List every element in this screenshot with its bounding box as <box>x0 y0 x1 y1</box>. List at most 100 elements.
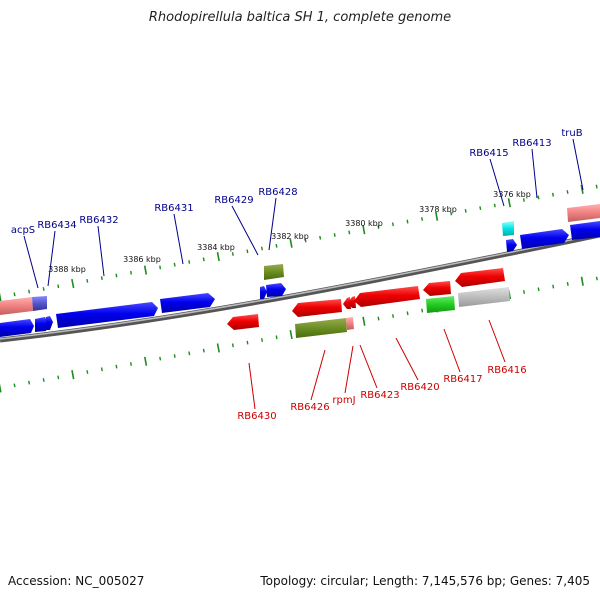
leader-acpS <box>23 235 39 289</box>
leader-rb6431 <box>173 213 184 265</box>
gene-red-reverse-1[interactable] <box>292 299 342 317</box>
gene-rb6429-forward[interactable] <box>260 286 267 299</box>
gene-blue-forward-1[interactable] <box>0 319 34 337</box>
gene-truB-forward[interactable] <box>570 221 600 240</box>
tick-mark <box>391 222 394 227</box>
gene-label-rb6430[interactable]: RB6430 <box>237 411 276 422</box>
tick-mark <box>595 276 598 281</box>
gene-label-rb6420[interactable]: RB6420 <box>400 382 439 393</box>
gene-small-red-1[interactable] <box>343 297 351 309</box>
map-title: Rhodopirellula baltica SH 1, complete ge… <box>148 10 452 25</box>
leader-rpmJ <box>344 345 354 394</box>
tick-mark <box>202 257 205 262</box>
gene-rb6415-forward[interactable] <box>506 239 517 252</box>
gene-rb6431-forward[interactable] <box>160 293 215 313</box>
gene-pink-left-forward[interactable] <box>0 297 33 315</box>
tick-mark <box>42 378 45 382</box>
gene-rb6413-forward[interactable] <box>520 229 569 249</box>
tick-mark <box>566 190 569 194</box>
leader-rb6430 <box>248 362 256 410</box>
gene-label-rb6417[interactable]: RB6417 <box>443 374 482 385</box>
gene-rb6430-reverse[interactable] <box>227 314 259 330</box>
tick-mark <box>348 230 351 235</box>
tick-mark <box>406 219 409 224</box>
gene-rb6417-green[interactable] <box>426 296 455 313</box>
tick-mark <box>260 246 263 251</box>
tick-mark <box>115 273 118 278</box>
reverse-strand-genes <box>227 268 510 338</box>
tick-mark <box>144 356 148 366</box>
gene-olive-forward[interactable] <box>264 264 284 280</box>
scale-labels: 3388 kbp 3386 kbp 3384 kbp 3382 kbp 3380… <box>48 190 531 274</box>
gene-label-rb6426[interactable]: RB6426 <box>290 402 329 413</box>
gene-small-red-2[interactable] <box>348 296 356 308</box>
leader-rb6423 <box>359 344 378 389</box>
gene-rpmJ-reverse[interactable] <box>346 317 354 330</box>
leader-rb6416 <box>488 319 506 363</box>
gene-label-rb6423[interactable]: RB6423 <box>360 390 399 401</box>
tick-mark <box>319 235 322 240</box>
leader-rb6417 <box>443 328 461 373</box>
accession-label: Accession: NC_005027 <box>8 574 145 588</box>
tick-mark <box>362 316 366 326</box>
forward-gene-labels: acpS RB6434 RB6432 RB6431 RB6429 RB6428 … <box>11 128 583 236</box>
tick-mark <box>522 198 525 202</box>
gene-label-rpmJ[interactable]: rpmJ <box>332 395 355 406</box>
scale-label-3384: 3384 kbp <box>197 243 235 252</box>
gene-rb6420-reverse[interactable] <box>423 281 451 296</box>
gene-slate-forward[interactable] <box>32 296 47 311</box>
gene-rb6417-reverse[interactable] <box>455 268 505 287</box>
tick-mark <box>289 238 293 248</box>
tick-mark <box>275 335 278 340</box>
tick-mark <box>552 284 555 289</box>
tick-mark <box>143 265 148 275</box>
tick-mark <box>523 290 526 294</box>
leader-rb6428 <box>268 197 277 251</box>
gene-rb6423-reverse[interactable] <box>354 286 420 307</box>
scale-label-3376: 3376 kbp <box>493 190 531 199</box>
gene-label-acpS[interactable]: acpS <box>11 225 35 236</box>
gene-label-truB[interactable]: truB <box>561 128 582 139</box>
tick-mark <box>450 211 453 216</box>
tick-mark <box>537 195 540 200</box>
leader-rb6415 <box>489 158 505 207</box>
gene-pink-right-forward[interactable] <box>567 204 600 222</box>
tick-mark <box>377 316 380 321</box>
tick-mark <box>493 203 496 208</box>
gene-label-rb6434[interactable]: RB6434 <box>37 220 76 231</box>
tick-mark <box>115 364 118 369</box>
genome-backbone <box>0 232 600 343</box>
label-leaders <box>23 138 584 410</box>
gene-label-rb6429[interactable]: RB6429 <box>214 195 253 206</box>
tick-mark <box>86 370 89 374</box>
tick-mark <box>100 367 103 372</box>
tick-mark <box>464 208 467 213</box>
gene-cyan-forward[interactable] <box>502 221 514 236</box>
forward-strand-genes <box>0 204 600 337</box>
gene-label-rb6416[interactable]: RB6416 <box>487 365 526 376</box>
tick-mark <box>595 184 598 189</box>
leader-rb6426 <box>310 349 326 401</box>
tick-mark <box>406 311 409 316</box>
tick-mark <box>507 198 511 208</box>
gene-rb6432-forward[interactable] <box>56 302 158 328</box>
leader-rb6413 <box>531 148 538 199</box>
gene-label-rb6428[interactable]: RB6428 <box>258 187 297 198</box>
scale-label-3388: 3388 kbp <box>48 265 86 274</box>
tick-mark <box>28 380 31 385</box>
leader-rb6429 <box>231 205 259 256</box>
gene-rb6426-reverse[interactable] <box>295 318 347 338</box>
gene-label-rb6431[interactable]: RB6431 <box>154 203 193 214</box>
gene-blue-forward-2[interactable] <box>35 317 49 332</box>
gene-label-rb6415[interactable]: RB6415 <box>469 148 508 159</box>
tick-mark <box>333 233 336 237</box>
gene-label-rb6432[interactable]: RB6432 <box>79 215 118 226</box>
gene-rb6428-forward[interactable] <box>266 283 286 297</box>
leader-truB <box>572 138 584 191</box>
tick-mark <box>202 348 205 353</box>
gene-blue-forward-3[interactable] <box>46 316 53 330</box>
tick-mark <box>13 292 16 297</box>
gene-rb6416-grey[interactable] <box>458 287 510 307</box>
tick-mark <box>188 260 191 264</box>
gene-label-rb6413[interactable]: RB6413 <box>512 138 551 149</box>
